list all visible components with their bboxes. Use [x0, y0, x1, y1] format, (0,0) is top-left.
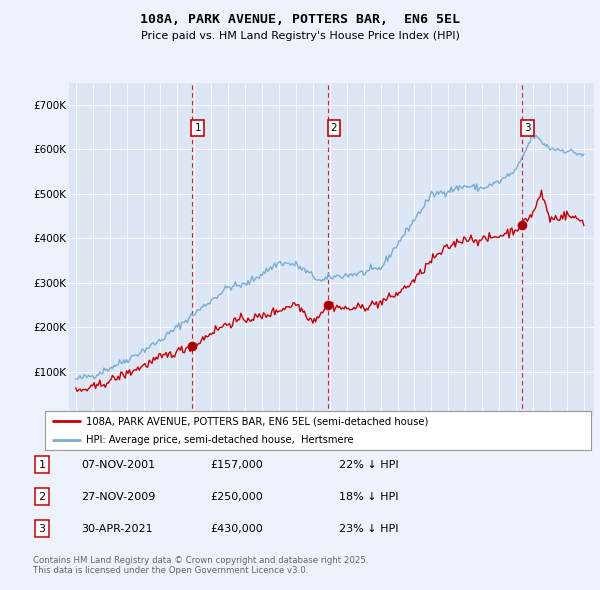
Text: £157,000: £157,000: [210, 460, 263, 470]
Text: 1: 1: [38, 460, 46, 470]
Text: £250,000: £250,000: [210, 492, 263, 502]
Text: £430,000: £430,000: [210, 524, 263, 533]
Text: 3: 3: [524, 123, 531, 133]
Text: 1: 1: [194, 123, 201, 133]
Text: 2: 2: [38, 492, 46, 502]
Text: HPI: Average price, semi-detached house,  Hertsmere: HPI: Average price, semi-detached house,…: [86, 435, 353, 445]
Text: 27-NOV-2009: 27-NOV-2009: [81, 492, 155, 502]
Text: Contains HM Land Registry data © Crown copyright and database right 2025.
This d: Contains HM Land Registry data © Crown c…: [33, 556, 368, 575]
Text: 23% ↓ HPI: 23% ↓ HPI: [339, 524, 398, 533]
Text: 22% ↓ HPI: 22% ↓ HPI: [339, 460, 398, 470]
Text: 30-APR-2021: 30-APR-2021: [81, 524, 152, 533]
Text: 07-NOV-2001: 07-NOV-2001: [81, 460, 155, 470]
Text: 2: 2: [331, 123, 337, 133]
Text: 108A, PARK AVENUE, POTTERS BAR, EN6 5EL (semi-detached house): 108A, PARK AVENUE, POTTERS BAR, EN6 5EL …: [86, 416, 428, 426]
Text: Price paid vs. HM Land Registry's House Price Index (HPI): Price paid vs. HM Land Registry's House …: [140, 31, 460, 41]
Text: 18% ↓ HPI: 18% ↓ HPI: [339, 492, 398, 502]
Text: 3: 3: [38, 524, 46, 533]
Text: 108A, PARK AVENUE, POTTERS BAR,  EN6 5EL: 108A, PARK AVENUE, POTTERS BAR, EN6 5EL: [140, 13, 460, 26]
